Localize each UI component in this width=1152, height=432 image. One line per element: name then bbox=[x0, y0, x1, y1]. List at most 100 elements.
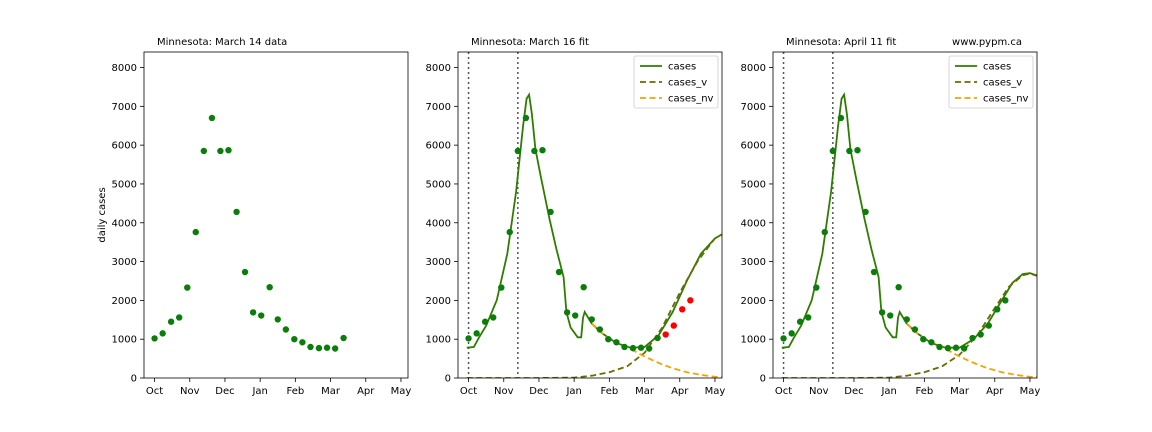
y-tick-label: 1000 bbox=[741, 335, 766, 346]
data-point bbox=[498, 284, 505, 291]
legend: cases cases_v cases_nv bbox=[948, 55, 1034, 109]
data-point bbox=[920, 335, 927, 343]
chart-panel-2: 0 1000 2000 3000 4000 5000 6000 7000 8000 Oct Nov D… bbox=[426, 37, 726, 397]
data-point bbox=[572, 312, 579, 319]
y-tick-label: 5000 bbox=[112, 179, 137, 190]
data-point bbox=[490, 314, 497, 321]
data-point bbox=[465, 335, 472, 342]
data-point bbox=[184, 284, 191, 291]
data-point bbox=[481, 318, 489, 325]
data-point bbox=[299, 339, 306, 346]
y-tick-label: 7000 bbox=[741, 102, 766, 113]
data-point bbox=[985, 322, 992, 329]
x-tick-label: May bbox=[391, 386, 412, 397]
data-point bbox=[862, 208, 869, 216]
data-point bbox=[473, 330, 480, 337]
data-point bbox=[952, 344, 960, 351]
y-tick-label: 5000 bbox=[426, 179, 451, 190]
data-point bbox=[580, 283, 587, 291]
legend-label: cases_nv bbox=[983, 94, 1029, 105]
y-axis-label: daily cases bbox=[97, 187, 108, 242]
data-point bbox=[159, 330, 166, 337]
chart-title-right: www.pypm.ca bbox=[952, 37, 1022, 48]
x-tick-label: Feb bbox=[601, 386, 619, 397]
new-data-point bbox=[687, 297, 694, 304]
data-point bbox=[977, 331, 984, 338]
data-point bbox=[780, 335, 787, 342]
axes-frame bbox=[457, 51, 723, 379]
data-point bbox=[1002, 297, 1009, 304]
legend-label: cases_v bbox=[668, 78, 707, 89]
data-point bbox=[249, 309, 257, 316]
plot-area bbox=[151, 114, 347, 352]
data-point bbox=[307, 343, 314, 351]
data-point bbox=[813, 284, 820, 291]
data-point bbox=[605, 335, 612, 343]
x-tick-label: Oct bbox=[460, 386, 477, 397]
series-line-cases-v bbox=[466, 233, 722, 378]
y-tick-label: 0 bbox=[445, 374, 451, 385]
y-tick-label: 7000 bbox=[112, 102, 137, 113]
y-tick-label: 3000 bbox=[741, 257, 766, 268]
data-point bbox=[176, 314, 183, 321]
y-tick-label: 8000 bbox=[112, 63, 137, 74]
chart-title: Minnesota: March 14 data bbox=[157, 37, 287, 48]
x-tick-label: Mar bbox=[321, 386, 341, 397]
data-point bbox=[596, 326, 604, 333]
y-tick-label: 2000 bbox=[426, 296, 451, 307]
y-tick-label: 4000 bbox=[112, 218, 137, 229]
y-tick-label: 0 bbox=[131, 374, 137, 385]
data-point bbox=[654, 334, 661, 342]
x-tick-label: Nov bbox=[809, 386, 829, 397]
x-tick-label: Apr bbox=[986, 386, 1004, 397]
series-line-cases-nv bbox=[906, 323, 1037, 378]
y-tick-label: 1000 bbox=[426, 335, 451, 346]
data-point bbox=[151, 335, 158, 342]
data-point bbox=[969, 334, 976, 342]
x-tick-label: Oct bbox=[146, 386, 163, 397]
x-tick-label: Jan bbox=[251, 386, 267, 397]
chart-panel-1: 0 1000 2000 3000 4000 5000 6000 7000 8000 Oct Nov D… bbox=[97, 37, 411, 397]
data-point bbox=[315, 344, 323, 352]
data-point bbox=[829, 147, 837, 155]
legend-label: cases_v bbox=[983, 78, 1022, 89]
legend-box bbox=[948, 55, 1034, 109]
chart-title: Minnesota: April 11 fit bbox=[786, 37, 896, 48]
data-point bbox=[887, 312, 894, 319]
data-point bbox=[588, 316, 595, 323]
x-tick-label: Feb bbox=[287, 386, 305, 397]
plot-area bbox=[780, 52, 1037, 378]
legend-box bbox=[633, 55, 719, 109]
data-point bbox=[878, 309, 886, 316]
data-point bbox=[192, 228, 199, 236]
y-tick-label: 3000 bbox=[112, 257, 137, 268]
legend-label: cases bbox=[983, 62, 1011, 73]
data-point bbox=[805, 314, 812, 321]
y-tick-label: 6000 bbox=[112, 141, 137, 152]
series-line-cases-nv bbox=[591, 323, 722, 378]
data-point bbox=[837, 114, 845, 122]
data-point bbox=[854, 146, 861, 154]
x-tick-label: Dec bbox=[215, 386, 234, 397]
data-point bbox=[960, 345, 968, 352]
data-point bbox=[531, 147, 538, 155]
plot-area bbox=[465, 52, 722, 378]
data-point bbox=[323, 344, 331, 351]
data-point bbox=[241, 268, 249, 276]
axes-frame bbox=[772, 51, 1038, 379]
data-point bbox=[563, 309, 571, 316]
data-point bbox=[788, 330, 795, 337]
new-data-point bbox=[670, 322, 677, 329]
y-tick-label: 2000 bbox=[741, 296, 766, 307]
data-point bbox=[200, 147, 208, 155]
data-point bbox=[621, 343, 628, 351]
chart-title: Minnesota: March 16 fit bbox=[471, 37, 589, 48]
data-point bbox=[911, 326, 919, 333]
x-tick-label: Apr bbox=[357, 386, 375, 397]
data-point bbox=[637, 344, 645, 351]
data-point bbox=[645, 345, 653, 352]
data-point bbox=[514, 147, 522, 155]
y-tick-label: 1000 bbox=[112, 335, 137, 346]
x-tick-label: Nov bbox=[180, 386, 200, 397]
x-tick-label: May bbox=[705, 386, 726, 397]
